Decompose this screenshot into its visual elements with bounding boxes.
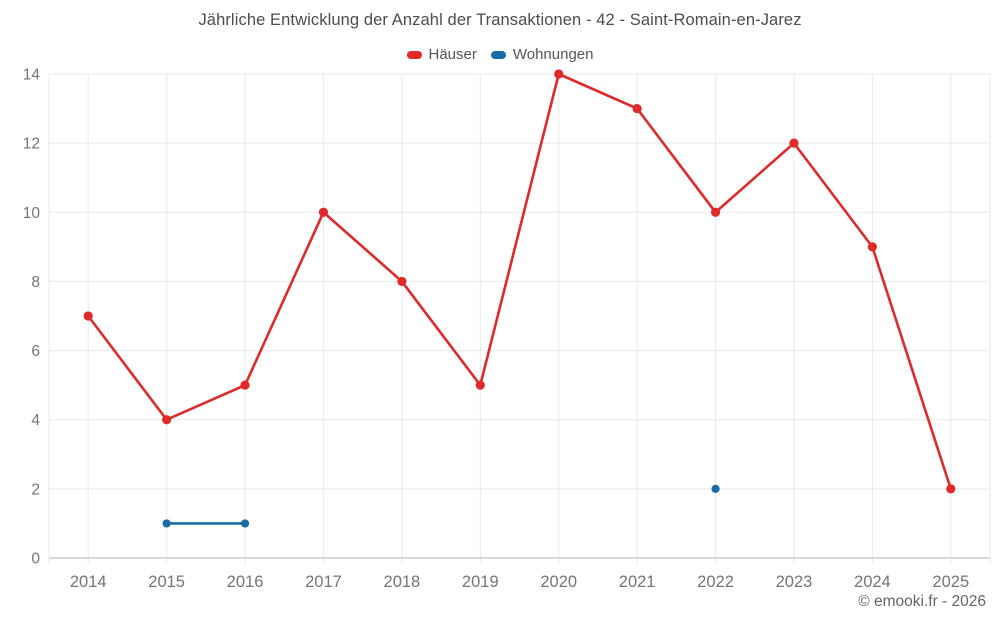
x-tick-label-2021: 2021 <box>619 573 656 591</box>
series-haeuser <box>83 69 956 494</box>
data-point-haeuser-2016[interactable] <box>240 380 250 390</box>
y-tick-label: 2 <box>31 481 40 498</box>
x-tick-label-2016: 2016 <box>227 573 264 591</box>
y-tick-label: 8 <box>31 274 40 291</box>
x-tick-label-2022: 2022 <box>697 573 734 591</box>
grid-lines <box>48 73 991 564</box>
y-tick-label: 14 <box>23 67 41 84</box>
data-point-haeuser-2024[interactable] <box>867 242 877 252</box>
y-tick-label: 12 <box>23 136 40 153</box>
data-point-haeuser-2017[interactable] <box>318 207 329 217</box>
legend-label-wohnungen: Wohnungen <box>512 46 594 63</box>
series-haeuser-line <box>86 72 953 491</box>
legend-swatch-haeuser <box>406 50 422 59</box>
data-point-wohnungen-2015[interactable] <box>162 519 171 528</box>
chart-title: Jährliche Entwicklung der Anzahl der Tra… <box>198 11 802 29</box>
y-axis-labels: 0 2 4 6 8 10 12 14 <box>23 67 41 568</box>
legend-item-haeuser[interactable]: Häuser <box>406 46 477 63</box>
data-point-haeuser-2025[interactable] <box>946 484 956 494</box>
copyright-footer: © emooki.fr - 2026 <box>858 593 986 610</box>
legend-item-wohnungen[interactable]: Wohnungen <box>490 46 594 63</box>
x-tick-label-2015: 2015 <box>148 573 185 591</box>
data-point-haeuser-2015[interactable] <box>162 415 172 425</box>
x-axis-labels: 2014 2015 2016 2017 2018 2019 2020 2021 2022 2023… <box>70 573 969 591</box>
data-point-wohnungen-2016[interactable] <box>240 519 250 528</box>
data-point-haeuser-2022[interactable] <box>710 207 721 217</box>
x-tick-label-2018: 2018 <box>384 573 421 591</box>
y-tick-label: 6 <box>31 343 40 360</box>
data-point-wohnungen-2022[interactable] <box>711 484 720 493</box>
x-tick-label-2017: 2017 <box>305 573 342 591</box>
data-point-haeuser-2021[interactable] <box>632 103 642 114</box>
data-point-haeuser-2014[interactable] <box>83 311 93 321</box>
x-tick-label-2025: 2025 <box>932 573 969 591</box>
y-tick-label: 10 <box>23 205 41 222</box>
data-point-haeuser-2018[interactable] <box>397 276 407 287</box>
x-tick-label-2024: 2024 <box>854 573 891 591</box>
chart-legend: Häuser Wohnungen <box>0 46 1000 63</box>
y-tick-label: 0 <box>31 551 40 568</box>
x-tick-label-2020: 2020 <box>540 573 577 591</box>
x-tick-label-2014: 2014 <box>70 573 107 591</box>
legend-label-haeuser: Häuser <box>428 46 477 63</box>
legend-swatch-wohnungen <box>490 50 506 59</box>
data-point-haeuser-2019[interactable] <box>475 380 485 390</box>
data-point-haeuser-2023[interactable] <box>789 138 799 148</box>
data-point-haeuser-2020[interactable] <box>554 69 564 79</box>
x-tick-label-2019: 2019 <box>462 573 499 591</box>
series-wohnungen <box>162 484 720 528</box>
y-tick-label: 4 <box>31 412 40 429</box>
x-tick-label-2023: 2023 <box>776 573 813 591</box>
